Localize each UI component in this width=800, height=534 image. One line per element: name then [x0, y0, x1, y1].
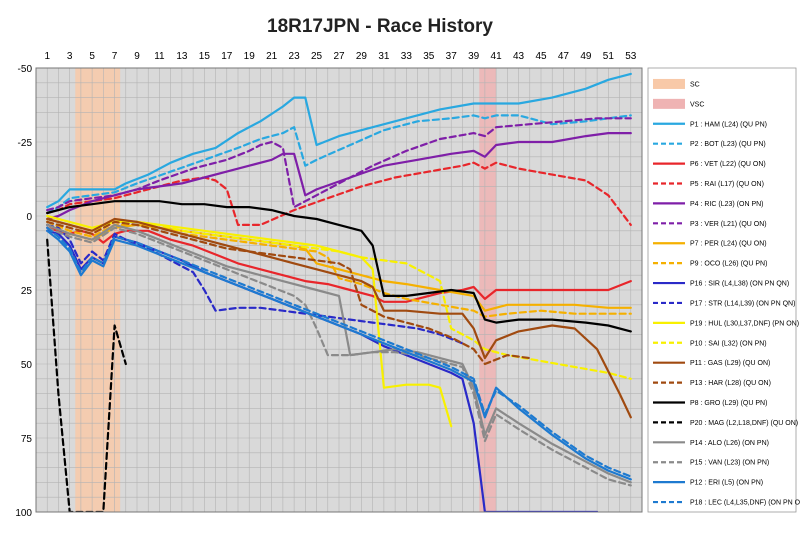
- x-tick-label: 27: [333, 51, 345, 62]
- x-tick-label: 37: [446, 51, 458, 62]
- legend-label-bot: P2 : BOT (L23) (QU PN): [690, 141, 766, 148]
- x-tick-label: 13: [176, 51, 188, 62]
- x-tick-label: 11: [154, 51, 165, 62]
- series-line-gro: [46, 200, 632, 333]
- y-tick-label: -25: [18, 138, 33, 149]
- series-line-hul: [46, 214, 453, 428]
- y-tick-label: 0: [26, 212, 32, 223]
- chart-title: 18R17JPN - Race History: [267, 16, 493, 37]
- legend-label-str: P17 : STR (L14,L39) (ON PN QN): [690, 300, 795, 307]
- legend-label-gro: P8 : GRO (L29) (QU PN): [690, 400, 767, 407]
- x-tick-label: 49: [580, 51, 592, 62]
- legend-label-sir: P16 : SIR (L4,L38) (ON PN QN): [690, 281, 789, 288]
- x-tick-label: 3: [67, 51, 73, 62]
- y-tick-label: 25: [21, 286, 33, 297]
- x-tick-label: 29: [356, 51, 368, 62]
- series-line-sai: [46, 217, 632, 380]
- legend-label-hul: P19 : HUL (L30,L37,DNF) (PN ON): [690, 320, 799, 327]
- x-tick-label: 39: [468, 51, 480, 62]
- legend-label-vsc: VSC: [690, 101, 704, 108]
- x-tick-label: 43: [513, 51, 525, 62]
- series-line-ver: [46, 117, 632, 212]
- legend-label-oco: P9 : OCO (L26) (QU PN): [690, 261, 767, 268]
- legend-label-ric: P4 : RIC (L23) (ON PN): [690, 201, 764, 208]
- y-tick-label: 75: [21, 434, 33, 445]
- x-tick-label: 23: [289, 51, 301, 62]
- series-line-oco: [46, 220, 632, 318]
- series-line-lec: [46, 226, 632, 478]
- x-tick-label: 25: [311, 51, 323, 62]
- series-line-har: [46, 220, 531, 366]
- x-tick-label: 45: [535, 51, 547, 62]
- x-tick-label: 17: [221, 51, 233, 62]
- x-tick-label: 31: [378, 51, 390, 62]
- x-tick-label: 19: [244, 51, 256, 62]
- legend-label-eri: P12 : ERI (L5) (ON PN): [690, 480, 763, 487]
- series-line-rai: [46, 161, 632, 226]
- x-tick-label: 15: [199, 51, 211, 62]
- x-tick-label: 35: [423, 51, 435, 62]
- series-line-van: [46, 226, 632, 487]
- x-tick-label: 51: [603, 51, 615, 62]
- legend-swatch-sc: [653, 78, 685, 89]
- series-line-vet: [46, 226, 632, 303]
- series-line-gas: [46, 217, 632, 419]
- legend-label-ham: P1 : HAM (L24) (QU PN): [690, 121, 767, 128]
- legend-label-lec: P18 : LEC (L4,L35,DNF) (ON PN OU): [690, 500, 800, 507]
- x-tick-label: 7: [112, 51, 118, 62]
- y-tick-label: -50: [18, 64, 33, 75]
- x-tick-label: 47: [558, 51, 570, 62]
- legend-label-alo: P14 : ALO (L26) (ON PN): [690, 440, 769, 447]
- legend-label-vet: P6 : VET (L22) (QU ON): [690, 161, 766, 168]
- series-line-eri: [46, 229, 632, 481]
- legend-label-sai: P10 : SAI (L32) (ON PN): [690, 340, 767, 347]
- x-axis-ticks: 1 3 5 7 9 11 13 15 17 19 21 23 25 27 29 31 33 35 37 39 41 43 4…: [44, 51, 636, 62]
- legend-label-ver: P3 : VER (L21) (QU ON): [690, 221, 767, 228]
- legend-box: [647, 67, 797, 513]
- legend-label-mag: P20 : MAG (L2,L18,DNF) (QU ON): [690, 420, 798, 427]
- legend-label-per: P7 : PER (L24) (QU ON): [690, 241, 767, 248]
- plot-border: [35, 67, 643, 513]
- x-tick-label: 53: [625, 51, 637, 62]
- series-line-bot: [46, 114, 632, 215]
- y-tick-label: 100: [15, 508, 32, 519]
- series-line-ham: [46, 72, 632, 209]
- legend-label-gas: P11 : GAS (L29) (QU ON): [690, 360, 770, 367]
- series-line-mag: [46, 238, 127, 512]
- x-tick-label: 5: [89, 51, 95, 62]
- grid-lines: [35, 67, 643, 513]
- y-axis-ticks: -50 -25 0 25 50 75 100: [15, 64, 32, 519]
- x-tick-label: 33: [401, 51, 413, 62]
- legend: SC VSC P1 : HAM (L24) (QU PN) P2 : BOT (L23…: [647, 67, 800, 513]
- x-tick-label: 1: [44, 51, 50, 62]
- x-tick-label: 41: [491, 51, 503, 62]
- y-tick-label: 50: [21, 360, 33, 371]
- legend-label-rai: P5 : RAI (L17) (QU ON): [690, 181, 764, 188]
- series-line-str: [46, 223, 464, 345]
- legend-label-van: P15 : VAN (L23) (ON PN): [690, 460, 769, 467]
- x-tick-label: 21: [266, 51, 278, 62]
- legend-label-har: P13 : HAR (L28) (QU ON): [690, 380, 771, 387]
- legend-swatch-vsc: [653, 98, 685, 109]
- legend-label-sc: SC: [690, 81, 700, 88]
- x-tick-label: 9: [134, 51, 140, 62]
- series-lines: [46, 72, 632, 512]
